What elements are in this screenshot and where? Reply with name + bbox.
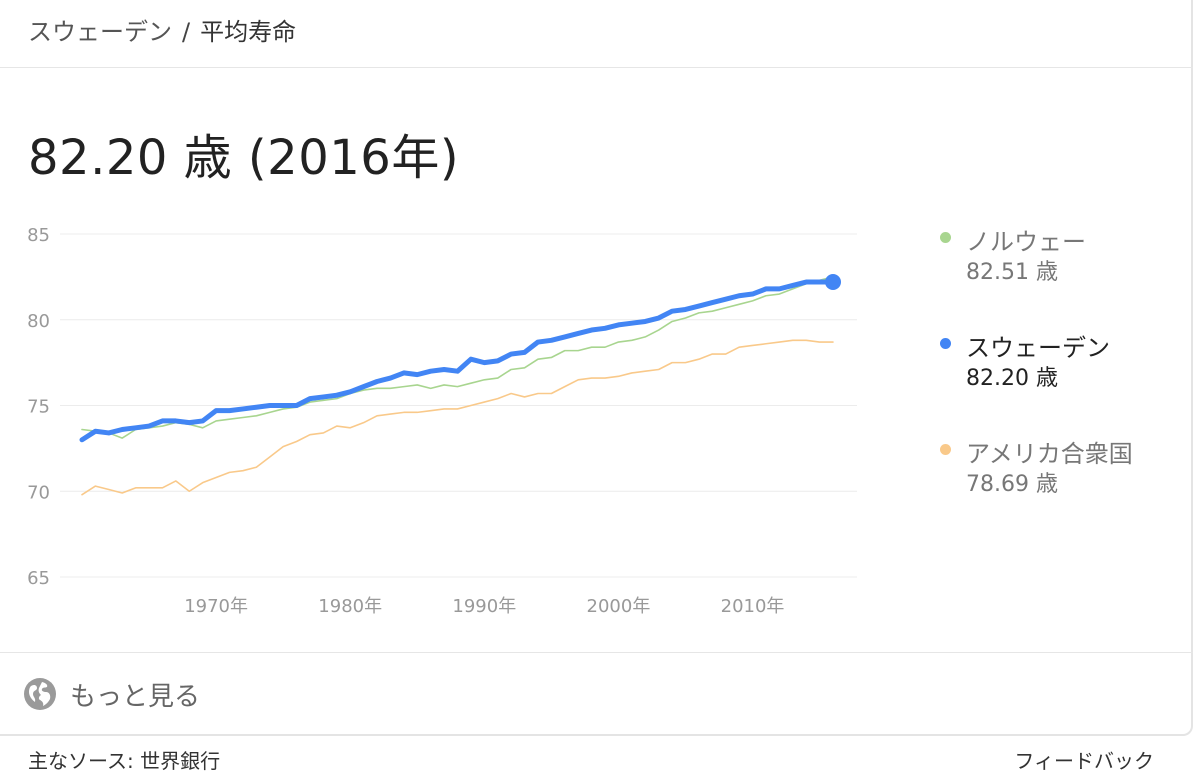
series-endpoint-sweden[interactable] (825, 274, 841, 291)
x-tick-label: 1990年 (452, 596, 516, 617)
legend-dot-icon (940, 232, 951, 243)
legend-name: スウェーデン (966, 334, 1110, 362)
legend-value: 78.69 歳 (966, 472, 1058, 497)
y-tick-label: 70 (27, 482, 50, 503)
x-tick-label: 2010年 (721, 596, 785, 617)
x-axis-ticks: 1970年 1980年 1990年 2000年 2010年 (184, 596, 784, 617)
series-line-sweden[interactable] (79, 279, 836, 443)
headline-value: 82.20 歳 (2016年) (28, 130, 460, 186)
legend-dot-icon (940, 338, 951, 349)
y-tick-label: 75 (27, 397, 50, 418)
more-link-label: もっと見る (70, 681, 201, 712)
more-link[interactable]: もっと見る (22, 676, 200, 712)
legend-name: ノルウェー (966, 228, 1086, 256)
y-tick-label: 65 (27, 568, 50, 589)
y-tick-label: 85 (27, 225, 50, 246)
series-line-norway[interactable] (81, 276, 834, 439)
life-expectancy-chart[interactable]: 65 70 75 80 85 1970年 1980年 1990年 2000年 2010年 (0, 200, 900, 630)
x-tick-label: 1970年 (184, 596, 248, 617)
y-tick-label: 80 (27, 311, 50, 332)
grid (60, 233, 857, 578)
legend-name: アメリカ合衆国 (966, 440, 1133, 468)
x-tick-label: 1980年 (318, 596, 382, 617)
breadcrumb-country[interactable]: スウェーデン (28, 18, 172, 46)
breadcrumb-metric[interactable]: 平均寿命 (200, 18, 297, 46)
feedback-link[interactable]: フィードバック (1014, 749, 1154, 773)
breadcrumb-separator: / (182, 18, 191, 46)
series-line-usa[interactable] (81, 339, 834, 496)
globe-icon (24, 678, 56, 710)
legend-value: 82.51 歳 (966, 260, 1058, 285)
y-axis-ticks: 65 70 75 80 85 (27, 225, 50, 589)
source-attribution: 主なソース: 世界銀行 (28, 749, 221, 773)
x-tick-label: 2000年 (587, 596, 651, 617)
legend-dot-icon (940, 444, 951, 455)
top-divider (0, 67, 1193, 68)
legend-value: 82.20 歳 (966, 366, 1058, 391)
breadcrumb: スウェーデン / 平均寿命 (28, 12, 296, 47)
bottom-divider (0, 652, 1193, 653)
info-card: スウェーデン / 平均寿命 82.20 歳 (2016年) 65 70 75 80 85 1… (0, 0, 1193, 736)
series-lines (79, 274, 841, 496)
